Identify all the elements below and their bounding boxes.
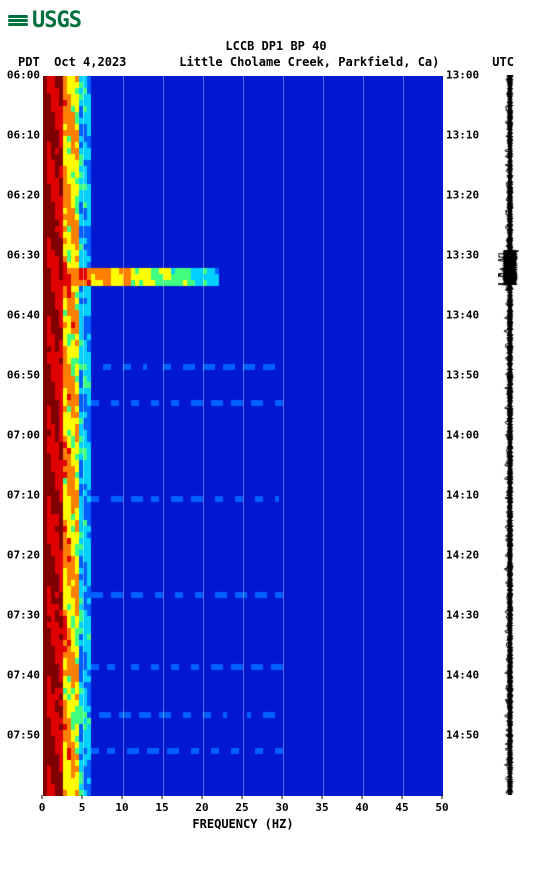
utc-tick: 14:50 — [446, 729, 479, 742]
pdt-tick: 06:10 — [7, 129, 40, 142]
pdt-tick: 07:20 — [7, 549, 40, 562]
pdt-tick: 07:30 — [7, 609, 40, 622]
utc-tick: 14:00 — [446, 429, 479, 442]
usgs-logo: USGS — [8, 8, 544, 33]
freq-tick: 50 — [435, 801, 448, 814]
utc-tick: 14:20 — [446, 549, 479, 562]
spectrogram-plot — [42, 75, 444, 797]
seismogram-trace — [498, 75, 522, 795]
freq-tick: 45 — [395, 801, 408, 814]
freq-tick: 20 — [195, 801, 208, 814]
pdt-tick: 07:40 — [7, 669, 40, 682]
utc-tick: 13:50 — [446, 369, 479, 382]
utc-tick: 14:30 — [446, 609, 479, 622]
freq-tick: 15 — [155, 801, 168, 814]
freq-tick: 25 — [235, 801, 248, 814]
chart-title: LCCB DP1 BP 40 — [8, 39, 544, 53]
utc-tick: 13:00 — [446, 69, 479, 82]
pdt-tick: 06:30 — [7, 249, 40, 262]
usgs-wave-icon — [8, 13, 28, 29]
logo-text: USGS — [32, 8, 81, 33]
utc-tick: 13:20 — [446, 189, 479, 202]
pdt-tick: 07:50 — [7, 729, 40, 742]
pdt-tick: 06:00 — [7, 69, 40, 82]
freq-tick: 30 — [275, 801, 288, 814]
utc-axis: 13:0013:1013:2013:3013:4013:5014:0014:10… — [444, 75, 480, 795]
freq-tick: 5 — [79, 801, 86, 814]
freq-tick: 35 — [315, 801, 328, 814]
frequency-axis: 05101520253035404550 — [42, 799, 444, 815]
freq-tick: 10 — [115, 801, 128, 814]
pdt-tick: 07:10 — [7, 489, 40, 502]
utc-tick: 14:10 — [446, 489, 479, 502]
spectrogram-figure: LCCB DP1 BP 40 PDT Oct 4,2023 Little Cho… — [8, 39, 544, 879]
chart-header: PDT Oct 4,2023 Little Cholame Creek, Par… — [8, 55, 544, 69]
pdt-tick: 06:50 — [7, 369, 40, 382]
tz-right: UTC — [492, 55, 514, 69]
utc-tick: 13:10 — [446, 129, 479, 142]
utc-tick: 13:40 — [446, 309, 479, 322]
pdt-axis: 06:0006:1006:2006:3006:4006:5007:0007:10… — [8, 75, 42, 795]
freq-tick: 0 — [39, 801, 46, 814]
tz-left: PDT Oct 4,2023 — [18, 55, 126, 69]
frequency-label: FREQUENCY (HZ) — [42, 817, 444, 831]
location-line: Little Cholame Creek, Parkfield, Ca) — [179, 55, 439, 69]
pdt-tick: 07:00 — [7, 429, 40, 442]
pdt-tick: 06:40 — [7, 309, 40, 322]
pdt-tick: 06:20 — [7, 189, 40, 202]
utc-tick: 13:30 — [446, 249, 479, 262]
freq-tick: 40 — [355, 801, 368, 814]
utc-tick: 14:40 — [446, 669, 479, 682]
